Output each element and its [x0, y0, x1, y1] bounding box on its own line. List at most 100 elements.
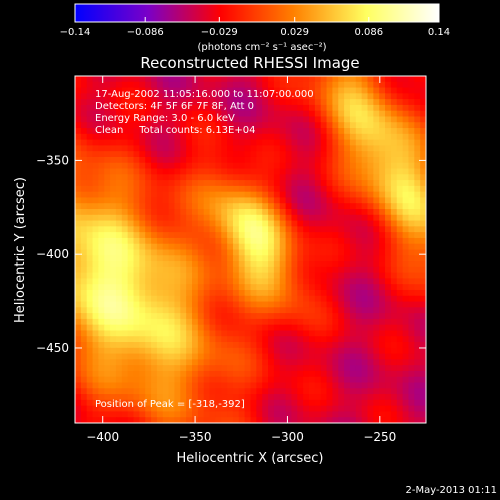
heatmap-cell — [420, 151, 426, 158]
heatmap-cell — [180, 307, 187, 314]
heatmap-cell — [133, 174, 140, 181]
heatmap-cell — [238, 336, 246, 343]
heatmap-cell — [180, 388, 187, 395]
heatmap-cell — [320, 168, 328, 175]
heatmap-cell — [168, 376, 176, 384]
heatmap-cell — [285, 81, 293, 89]
heatmap-cell — [309, 128, 316, 135]
heatmap-cell — [244, 388, 252, 395]
heatmap-cell — [139, 405, 146, 413]
heatmap-cell — [262, 394, 269, 401]
heatmap-cell — [162, 220, 170, 227]
heatmap-cell — [408, 370, 415, 378]
heatmap-cell — [98, 99, 105, 106]
heatmap-cell — [291, 76, 298, 83]
heatmap-cell — [221, 162, 228, 170]
heatmap-cell — [320, 272, 328, 280]
heatmap-cell — [244, 116, 252, 123]
heatmap-cell — [396, 376, 404, 384]
heatmap-cell — [396, 284, 404, 291]
heatmap-cell — [355, 347, 363, 355]
heatmap-cell — [367, 399, 374, 407]
heatmap-cell — [227, 128, 234, 135]
heatmap-cell — [326, 197, 333, 204]
heatmap-cell — [156, 116, 164, 123]
heatmap-cell — [139, 376, 146, 384]
heatmap-cell — [151, 156, 158, 164]
heatmap-cell — [390, 168, 398, 175]
heatmap-cell — [192, 93, 199, 100]
heatmap-cell — [133, 232, 140, 239]
heatmap-cell — [408, 359, 415, 366]
heatmap-cell — [256, 243, 263, 251]
heatmap-cell — [98, 191, 105, 199]
heatmap-cell — [145, 405, 152, 413]
heatmap-cell — [355, 180, 363, 187]
heatmap-cell — [139, 209, 146, 216]
heatmap-cell — [133, 417, 140, 423]
heatmap-cell — [121, 336, 129, 343]
heatmap-cell — [168, 388, 176, 395]
heatmap-cell — [80, 272, 88, 280]
heatmap-cell — [127, 365, 135, 372]
heatmap-cell — [215, 110, 222, 118]
heatmap-cell — [402, 249, 410, 256]
heatmap-cell — [221, 359, 228, 366]
heatmap-cell — [238, 156, 246, 164]
heatmap-cell — [338, 272, 345, 280]
heatmap-cell — [373, 128, 380, 135]
heatmap-cell — [145, 122, 152, 129]
heatmap-cell — [92, 365, 99, 372]
heatmap-cell — [303, 376, 310, 384]
heatmap-cell — [355, 336, 363, 343]
heatmap-cell — [115, 232, 123, 239]
heatmap-cell — [168, 266, 176, 274]
heatmap-cell — [297, 359, 304, 366]
heatmap-cell — [110, 417, 117, 423]
heatmap-cell — [250, 342, 257, 349]
heatmap-cell — [139, 330, 146, 337]
heatmap-cell — [197, 145, 205, 152]
heatmap-cell — [145, 284, 152, 291]
heatmap-cell — [156, 318, 164, 326]
heatmap-cell — [186, 220, 193, 227]
heatmap-cell — [349, 399, 357, 407]
heatmap-cell — [332, 388, 339, 395]
heatmap-cell — [104, 318, 111, 326]
heatmap-cell — [273, 185, 281, 193]
heatmap-cell — [414, 128, 421, 135]
heatmap-cell — [244, 289, 252, 297]
heatmap-cell — [385, 110, 392, 118]
heatmap-cell — [355, 370, 363, 378]
heatmap-cell — [273, 394, 281, 401]
heatmap-cell — [396, 226, 404, 233]
heatmap-cell — [414, 122, 421, 129]
heatmap-cell — [227, 232, 234, 239]
heatmap-cell — [174, 284, 181, 291]
heatmap-cell — [273, 324, 281, 332]
heatmap-cell — [244, 162, 252, 170]
heatmap-cell — [420, 359, 426, 366]
heatmap-cell — [344, 93, 351, 100]
heatmap-cell — [402, 191, 410, 199]
heatmap-cell — [332, 382, 339, 389]
heatmap-cell — [203, 394, 211, 401]
heatmap-cell — [385, 237, 392, 245]
heatmap-cell — [162, 347, 170, 355]
heatmap-cell — [244, 104, 252, 112]
heatmap-cell — [408, 394, 415, 401]
heatmap-cell — [250, 156, 257, 164]
heatmap-cell — [227, 122, 234, 129]
heatmap-cell — [279, 353, 287, 360]
heatmap-cell — [121, 365, 129, 372]
heatmap-cell — [396, 145, 404, 152]
heatmap-cell — [215, 289, 222, 297]
heatmap-cell — [121, 93, 129, 100]
heatmap-cell — [110, 76, 117, 83]
heatmap-cell — [279, 93, 287, 100]
observation-annotations: 17-Aug-2002 11:05:16.000 to 11:07:00.000… — [95, 89, 314, 136]
heatmap-cell — [273, 266, 281, 274]
heatmap-cell — [121, 99, 129, 106]
heatmap-cell — [209, 342, 216, 349]
heatmap-cell — [279, 388, 287, 395]
